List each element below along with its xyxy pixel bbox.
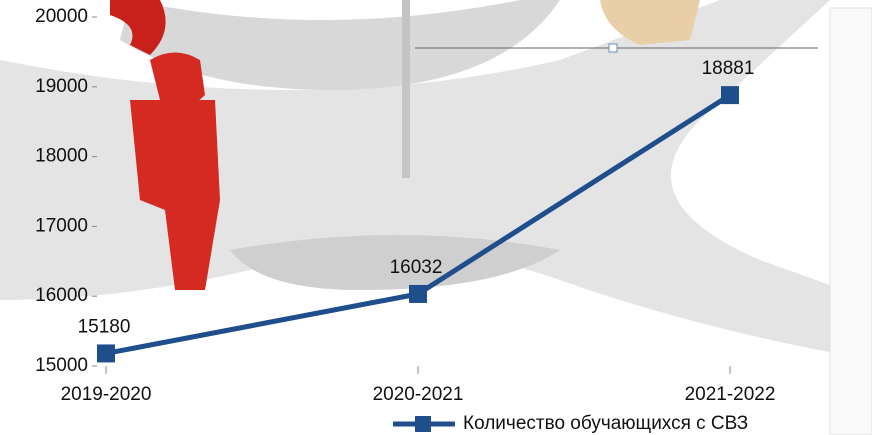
y-tick-label: 18000 — [35, 146, 88, 167]
chart: 15000 16000 17000 18000 19000 20000 2019-2020 2… — [0, 0, 872, 435]
x-tick-label: 2019-2020 — [61, 384, 152, 405]
y-tick-label: 16000 — [35, 285, 88, 306]
page: {"chart_data": {"type": "line", "categor… — [0, 0, 872, 435]
x-tick-label: 2021-2022 — [685, 384, 776, 405]
y-tick-label: 19000 — [35, 76, 88, 97]
point-marker — [409, 285, 427, 303]
point-marker — [97, 344, 115, 362]
legend-swatch-marker — [415, 416, 431, 432]
legend-label: Количество обучающихся с СВЗ — [463, 413, 748, 434]
data-label: 15180 — [78, 316, 131, 337]
data-label: 16032 — [390, 257, 443, 278]
y-tick-label: 20000 — [35, 6, 88, 27]
y-tick-label: 17000 — [35, 215, 88, 236]
data-label: 18881 — [702, 58, 755, 79]
y-tick-label: 15000 — [35, 355, 88, 376]
point-marker — [721, 86, 739, 104]
x-tick-label: 2020-2021 — [373, 384, 464, 405]
